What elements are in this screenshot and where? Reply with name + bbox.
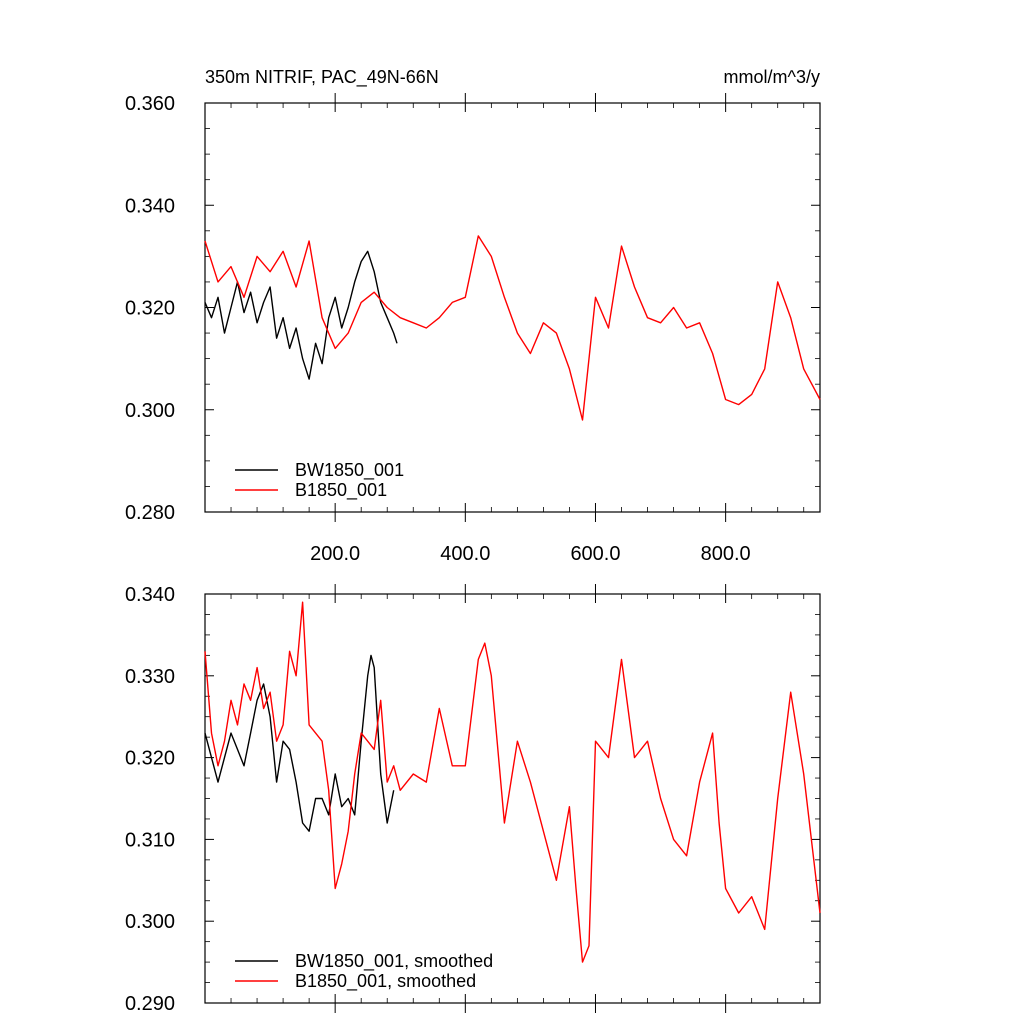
- series-line-b1850: [204, 601, 821, 963]
- plot-frame: [204, 102, 821, 513]
- legend-label: B1850_001: [295, 480, 387, 501]
- y-tick-label: 0.300: [125, 400, 175, 422]
- y-tick-label: 0.320: [125, 298, 175, 320]
- raw-panel: 0.280 0.300 0.320 0.340 0.360 200.0 400.0 600.0…: [125, 93, 821, 565]
- y-tick-label: 0.280: [125, 502, 175, 524]
- x-tick-label: 400.0: [440, 543, 490, 565]
- x-tick-label: 800.0: [701, 543, 751, 565]
- y-tick-label: 0.310: [125, 829, 175, 851]
- x-tick-label: 600.0: [570, 543, 620, 565]
- chart-units: mmol/m^3/y: [724, 67, 820, 87]
- legend-label: B1850_001, smoothed: [295, 971, 476, 992]
- smoothed-panel: 0.290 0.300 0.310 0.320 0.330 0.340 BW1850_001…: [125, 584, 821, 1015]
- y-tick-label: 0.340: [125, 195, 175, 217]
- series-line-bw1850: [204, 654, 395, 832]
- series-line-b1850: [204, 235, 821, 421]
- y-tick-label: 0.330: [125, 666, 175, 688]
- y-tick-label: 0.300: [125, 911, 175, 933]
- y-tick-label: 0.360: [125, 93, 175, 115]
- legend-label: BW1850_001, smoothed: [295, 951, 493, 972]
- chart-title: 350m NITRIF, PAC_49N-66N: [205, 67, 439, 88]
- y-tick-label: 0.340: [125, 584, 175, 606]
- x-tick-label: 200.0: [310, 543, 360, 565]
- y-tick-label: 0.320: [125, 748, 175, 770]
- y-tick-label: 0.290: [125, 993, 175, 1015]
- legend-label: BW1850_001: [295, 460, 404, 481]
